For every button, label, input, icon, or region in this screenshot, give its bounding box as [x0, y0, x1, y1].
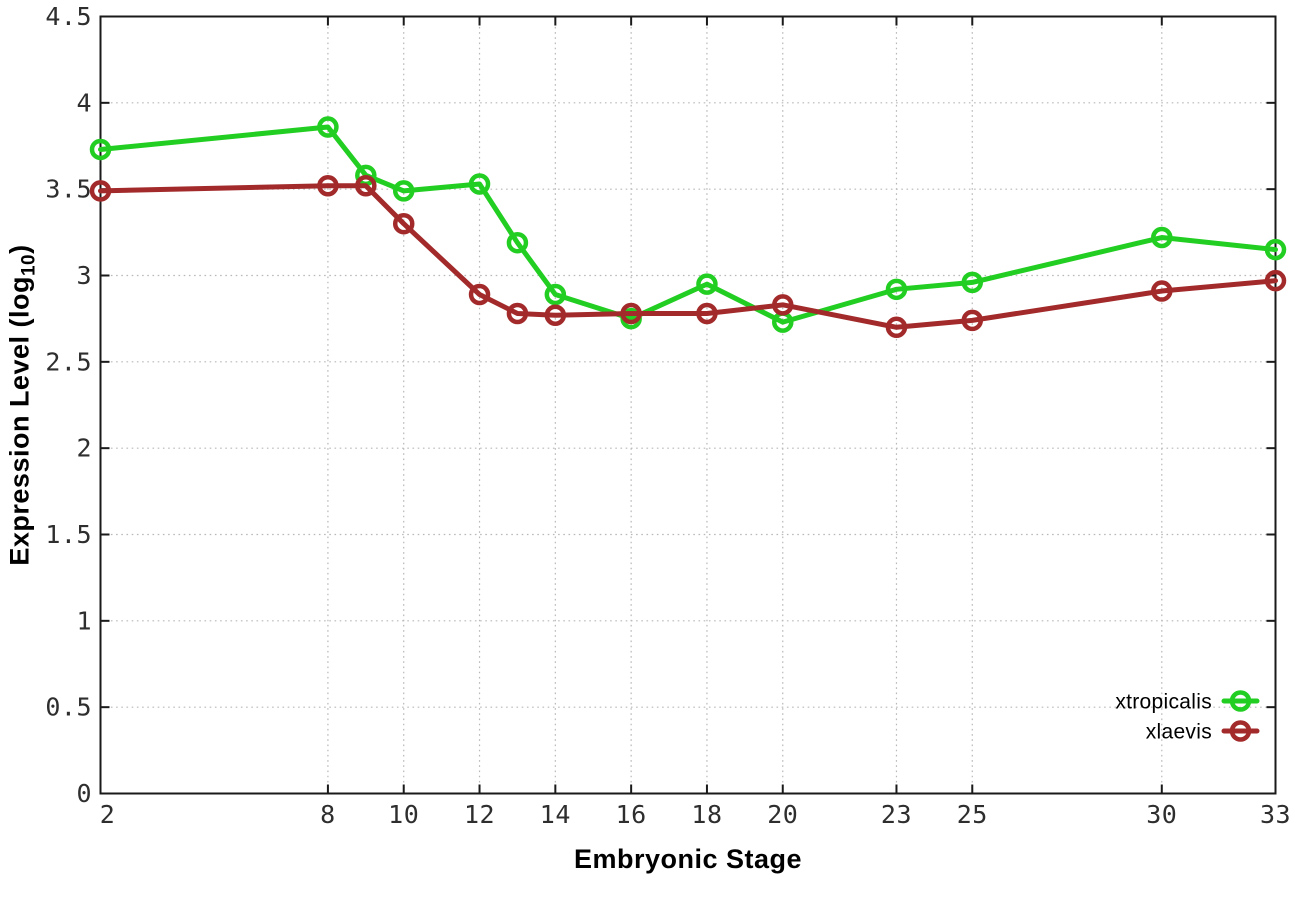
y-tick-label: 1.5	[45, 520, 92, 549]
series-xtropicalis-line	[98, 124, 1278, 325]
x-tick-label: 23	[881, 800, 912, 829]
series-xlaevis-point	[506, 302, 529, 325]
series-xtropicalis-point	[392, 180, 415, 202]
series-xtropicalis-point	[696, 273, 718, 295]
legend-marker-xlaevis	[1229, 720, 1252, 742]
legend-label-xlaevis: xlaevis	[1146, 721, 1212, 744]
x-tick-label: 18	[691, 800, 722, 829]
y-tick-label: 4	[76, 88, 92, 117]
x-tick-label: 33	[1260, 800, 1291, 829]
series-xlaevis-point	[1264, 269, 1287, 292]
series-xtropicalis-point	[885, 278, 908, 301]
series-xlaevis-point	[885, 316, 908, 339]
y-tick-label: 0.5	[45, 693, 92, 722]
series-xlaevis-point	[1151, 280, 1173, 302]
x-tick-label: 2	[100, 800, 116, 829]
x-tick-label: 8	[320, 800, 336, 829]
x-tick-label: 25	[957, 800, 988, 829]
series-xlaevis-point	[355, 174, 377, 197]
y-tick-label: 0	[76, 779, 92, 808]
legend-marker-xtropicalis	[1229, 690, 1252, 712]
y-tick-label: 3.5	[45, 175, 92, 204]
x-tick-label: 10	[388, 800, 419, 829]
y-tick-label: 4.5	[45, 2, 92, 31]
series-xtropicalis-point	[89, 138, 112, 161]
x-tick-label: 12	[464, 800, 495, 829]
series-xlaevis-point	[468, 283, 491, 306]
series-xtropicalis-point	[1264, 238, 1287, 261]
series-xlaevis-point	[620, 302, 642, 325]
series-xlaevis-point	[89, 180, 112, 202]
series-xlaevis-point	[317, 174, 339, 197]
x-axis-title: Embryonic Stage	[573, 844, 803, 874]
series-xlaevis-point	[961, 309, 984, 332]
plot-border	[99, 15, 1277, 795]
y-tick-label: 2.5	[45, 347, 92, 376]
series-xlaevis-line	[98, 183, 1278, 330]
series-xtropicalis-point	[544, 283, 567, 306]
y-tick-label: 2	[76, 434, 92, 463]
y-tick-label: 1	[76, 606, 92, 635]
series-xtropicalis-point	[961, 271, 984, 294]
series-xlaevis-point	[772, 294, 794, 316]
x-tick-label: 20	[767, 800, 798, 829]
series-xtropicalis-point	[1151, 226, 1173, 249]
series-xlaevis-point	[544, 304, 567, 326]
y-tick-label: 3	[76, 261, 92, 290]
series-xtropicalis-point	[468, 173, 491, 195]
x-tick-label: 16	[616, 800, 647, 829]
series-xtropicalis-point	[506, 231, 529, 254]
series-xlaevis-point	[696, 302, 718, 325]
series-xtropicalis-point	[317, 116, 339, 138]
legend-label-xtropicalis: xtropicalis	[1115, 691, 1212, 714]
series-xlaevis-point	[392, 212, 415, 235]
x-tick-label: 30	[1146, 800, 1177, 829]
x-tick-label: 14	[540, 800, 571, 829]
